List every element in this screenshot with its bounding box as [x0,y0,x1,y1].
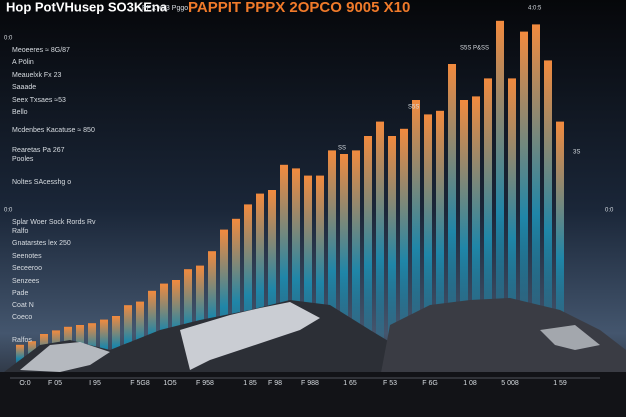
side-label: Ralfos [12,337,32,344]
bar [124,305,132,370]
bar [532,24,540,371]
bar [412,100,420,370]
bar [304,175,312,370]
bar [472,96,480,371]
bar [424,114,432,371]
side-label: A Pölin [12,59,34,66]
bar [352,150,360,370]
side-label: Splar Woer Sock Rords Rv [12,219,96,226]
x-tick-label: I 95 [89,380,101,387]
subtitle: PPX ×13 Pggo [142,5,188,12]
bar [112,316,120,370]
x-tick-label: 1 85 [243,380,257,387]
bar [256,193,264,370]
x-tick-label: F 988 [301,380,319,387]
bar [100,319,108,370]
bar [292,168,300,370]
side-label: Saaade [12,84,36,91]
bar [16,344,24,370]
side-label: Meoeeres ≈ 8G/87 [12,47,70,54]
x-tick-label: F 53 [383,380,397,387]
x-tick-label: F 05 [48,380,62,387]
annotation: 0:0 [605,208,614,214]
annotation: 0:0 [4,36,13,42]
side-label: Seceeroo [12,265,42,272]
bar [244,204,252,370]
bar [436,110,444,371]
mountains [0,298,626,417]
annotation: 3S [573,150,580,156]
bar [220,229,228,370]
bar [196,265,204,370]
side-label: Pooles [12,156,34,163]
bar [484,78,492,371]
x-tick-label: F 5G8 [130,380,150,387]
bar [448,64,456,370]
side-label: Pade [12,290,28,297]
side-label: Meauelxk Fx 23 [12,72,62,79]
x-tick-label: 1 65 [343,380,357,387]
bar [544,60,552,371]
bar [232,218,240,370]
bar [340,154,348,370]
x-tick-label: 1 59 [553,380,567,387]
bar [508,78,516,371]
bar [364,136,372,370]
side-label: Seenotes [12,253,42,260]
x-tick-label: 1O5 [163,380,176,387]
bar [388,136,396,370]
annotation: 0:0 [4,208,13,214]
bar [400,128,408,370]
side-label: Rearetas Pa 267 [12,147,65,154]
x-tick-label: 1 08 [463,380,477,387]
annotation: SS [338,146,346,152]
bar [172,280,180,370]
annotation: 4:0:5 [528,6,542,12]
side-label: Mcdenbes Kacatuse ≈ 850 [12,127,95,134]
bar [328,150,336,370]
bar [376,121,384,370]
bar [184,269,192,370]
side-label: Coeco [12,314,32,321]
bar [316,175,324,370]
x-tick-label: F 6G [422,380,438,387]
side-label: Noltes SAcesshg o [12,179,71,186]
labels: Meoeeres ≈ 8G/87 A Pölin Meauelxk Fx 23 Saa… [4,6,614,387]
side-label: Senzees [12,278,40,285]
bar [520,31,528,370]
side-label: Bello [12,109,28,116]
bar [268,190,276,370]
bar [460,100,468,370]
headline: PAPPIT PPPX 2OPCO 9005 X10 [188,0,410,16]
side-label: Gnatarstes lex 250 [12,240,71,247]
chart-title: Hop PotVHusep SO3KEna [6,0,168,14]
bar [160,283,168,370]
side-label: Ralfo [12,228,28,235]
x-tick-label: O:0 [19,380,30,387]
bar [208,251,216,370]
x-tick-label: F 958 [196,380,214,387]
side-label: Coat N [12,302,34,309]
side-label: Seex Txsaes ≈53 [12,97,66,104]
x-tick-label: F 98 [268,380,282,387]
bar [148,290,156,370]
bar [136,301,144,370]
bar [496,20,504,371]
annotation: S5S P&SS [460,46,489,52]
bar [280,164,288,370]
bar [556,121,564,370]
annotation: S5S [408,105,419,111]
x-tick-label: 5 008 [501,380,519,387]
